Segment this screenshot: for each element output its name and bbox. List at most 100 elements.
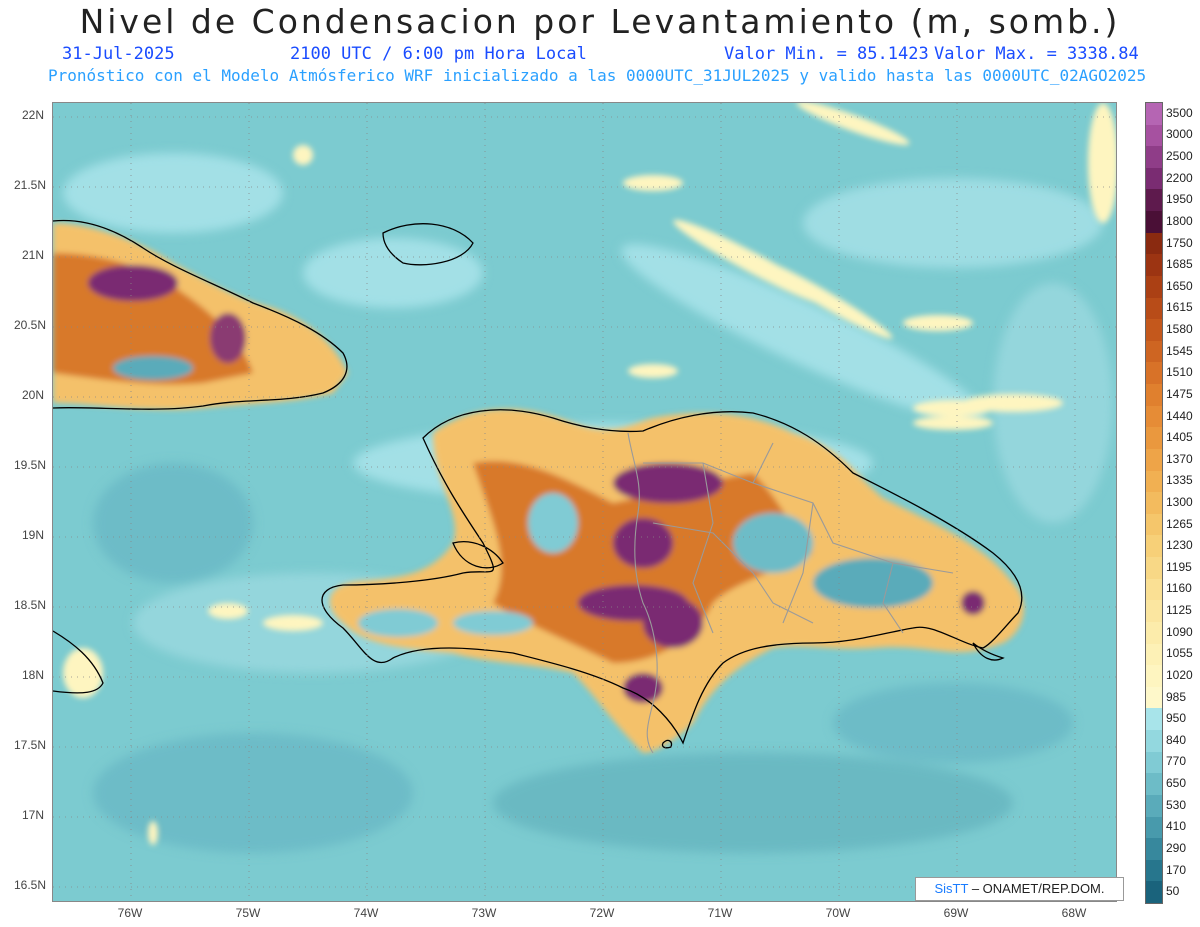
- legend-label: 650: [1166, 776, 1187, 791]
- hispaniola-landmass: [329, 409, 1024, 753]
- lat-label: 17.5N: [14, 738, 47, 752]
- legend-label: 1125: [1166, 603, 1192, 618]
- legend-label: 1160: [1166, 581, 1192, 596]
- legend-label: 1020: [1166, 667, 1193, 682]
- lat-label: 18N: [21, 668, 44, 682]
- lon-label: 73W: [471, 906, 497, 920]
- legend-swatch: [1146, 751, 1162, 774]
- legend-label: 290: [1166, 840, 1187, 855]
- legend-label: 840: [1166, 732, 1187, 747]
- lon-label: 76W: [117, 906, 143, 920]
- credit-brand: SisTT: [934, 881, 969, 896]
- legend-swatch: [1146, 535, 1162, 558]
- legend-label: 1090: [1166, 624, 1193, 639]
- legend-swatch: [1146, 427, 1162, 450]
- legend-swatch: [1146, 448, 1162, 471]
- lat-label: 18.5N: [14, 598, 47, 612]
- map-plot-area: [52, 102, 1117, 902]
- legend-label: 1405: [1166, 430, 1193, 445]
- legend-label: 985: [1166, 689, 1187, 704]
- legend-swatch: [1146, 211, 1162, 234]
- legend-label: 1370: [1166, 451, 1193, 466]
- legend-swatch: [1146, 297, 1162, 320]
- legend-label: 3000: [1166, 127, 1193, 142]
- lon-label: 75W: [235, 906, 261, 920]
- lat-label: 20N: [21, 388, 44, 402]
- legend-swatch: [1146, 362, 1162, 385]
- lon-label: 70W: [825, 906, 851, 920]
- color-legend-bar: [1145, 102, 1163, 904]
- legend-label: 1195: [1166, 559, 1192, 574]
- legend-label: 1800: [1166, 213, 1193, 228]
- lon-label: 72W: [589, 906, 615, 920]
- legend-label: 3500: [1166, 105, 1193, 120]
- legend-swatch: [1146, 103, 1162, 125]
- legend-label: 1750: [1166, 235, 1193, 250]
- legend-swatch: [1146, 319, 1162, 342]
- legend-label: 2500: [1166, 149, 1193, 164]
- legend-swatch: [1146, 340, 1162, 363]
- legend-swatch: [1146, 189, 1162, 212]
- lat-label: 21.5N: [14, 178, 47, 192]
- legend-swatch: [1146, 578, 1162, 601]
- forecast-time: 2100 UTC / 6:00 pm Hora Local: [290, 44, 587, 64]
- legend-label: 170: [1166, 862, 1187, 877]
- lon-label: 69W: [943, 906, 969, 920]
- coastlines: [53, 219, 1023, 749]
- lat-label: 21N: [21, 248, 44, 262]
- legend-label: 2200: [1166, 170, 1193, 185]
- legend-swatch: [1146, 621, 1162, 644]
- legend-swatch: [1146, 708, 1162, 731]
- lat-label: 19N: [21, 528, 44, 542]
- legend-swatch: [1146, 686, 1162, 709]
- lon-label: 74W: [353, 906, 379, 920]
- legend-swatch: [1146, 513, 1162, 536]
- legend-label: 1055: [1166, 646, 1193, 661]
- legend-label: 1440: [1166, 408, 1193, 423]
- legend-swatch: [1146, 859, 1162, 882]
- lat-label: 20.5N: [14, 318, 47, 332]
- legend-swatch: [1146, 773, 1162, 796]
- legend-label: 530: [1166, 797, 1187, 812]
- legend-label: 1335: [1166, 473, 1193, 488]
- lat-label: 19.5N: [14, 458, 47, 472]
- legend-swatch: [1146, 275, 1162, 298]
- credit-text: – ONAMET/REP.DOM.: [971, 881, 1105, 896]
- legend-label: 1580: [1166, 322, 1193, 337]
- legend-label: 1510: [1166, 365, 1193, 380]
- lat-label: 16.5N: [14, 878, 47, 892]
- legend-swatch: [1146, 730, 1162, 753]
- min-value: Valor Min. = 85.1423: [724, 44, 929, 64]
- legend-swatch: [1146, 254, 1162, 277]
- legend-swatch: [1146, 600, 1162, 623]
- legend-label: 1265: [1166, 516, 1193, 531]
- province-borders: [627, 432, 954, 754]
- legend-swatch: [1146, 816, 1162, 839]
- map-title: Nivel de Condensacion por Levantamiento …: [79, 2, 1121, 41]
- legend-swatch: [1146, 167, 1162, 190]
- legend-swatch: [1146, 665, 1162, 688]
- legend-label: 1230: [1166, 538, 1193, 553]
- lat-lon-grid: [53, 103, 1116, 901]
- max-value: Valor Max. = 3338.84: [934, 44, 1139, 64]
- lat-label: 22N: [21, 108, 44, 122]
- legend-label: 770: [1166, 754, 1187, 769]
- lat-label: 17N: [21, 808, 44, 822]
- legend-swatch: [1146, 384, 1162, 407]
- legend-swatch: [1146, 470, 1162, 493]
- legend-swatch: [1146, 643, 1162, 666]
- lon-label: 71W: [707, 906, 733, 920]
- legend-label: 410: [1166, 819, 1187, 834]
- legend-label: 1615: [1166, 300, 1193, 315]
- legend-swatch: [1146, 838, 1162, 861]
- legend-label: 50: [1166, 884, 1180, 899]
- credit-box: SisTT – ONAMET/REP.DOM.: [915, 877, 1124, 901]
- legend-label: 1950: [1166, 192, 1193, 207]
- legend-swatch: [1146, 146, 1162, 169]
- lon-label: 68W: [1061, 906, 1087, 920]
- legend-label: 1650: [1166, 278, 1193, 293]
- legend-label: 1685: [1166, 257, 1193, 272]
- legend-swatch: [1146, 232, 1162, 255]
- legend-swatch: [1146, 405, 1162, 428]
- legend-label: 1545: [1166, 343, 1193, 358]
